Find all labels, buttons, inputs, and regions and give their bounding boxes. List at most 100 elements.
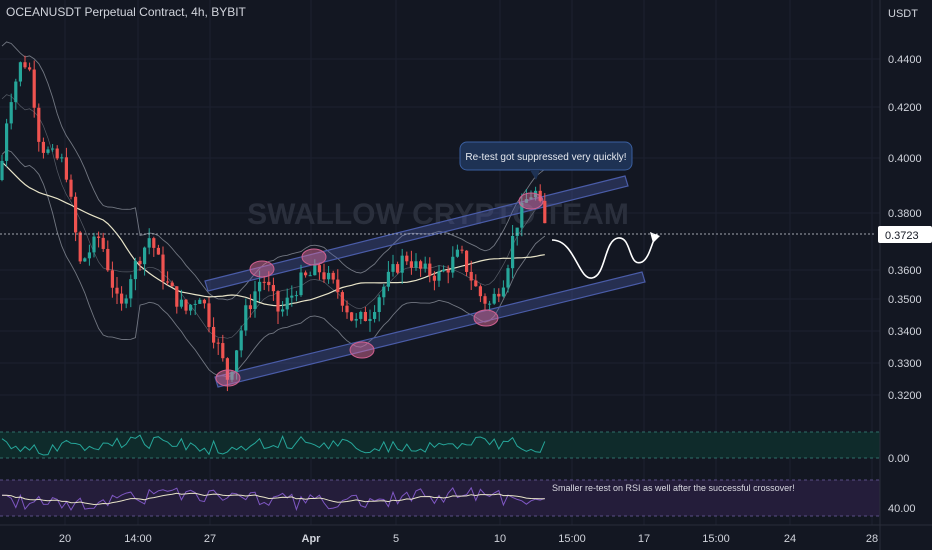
- current-price-tag: [878, 226, 932, 243]
- candle-body: [262, 281, 266, 283]
- rsi-note-text: Smaller re-test on RSI as well after the…: [552, 483, 795, 493]
- touch-marker: [349, 341, 375, 359]
- candle-body: [423, 263, 427, 269]
- candle-body: [87, 252, 91, 259]
- candle-body: [442, 269, 446, 272]
- candle-body: [308, 275, 312, 277]
- touch-marker: [215, 369, 241, 387]
- candle-body: [350, 312, 354, 321]
- currency-label: USDT: [888, 8, 918, 20]
- candle-body: [115, 287, 119, 294]
- candle-body: [529, 197, 533, 200]
- price-tick-label: 0.4200: [888, 102, 922, 114]
- candle-body: [46, 149, 50, 153]
- candle-body: [432, 275, 436, 281]
- candle-body: [299, 272, 303, 296]
- candle-body: [331, 272, 335, 280]
- candle-body: [55, 148, 59, 159]
- candle-body: [359, 311, 363, 319]
- candle-body: [124, 298, 128, 304]
- candle-body: [166, 281, 170, 283]
- candle-body: [465, 250, 469, 272]
- candle-body: [428, 263, 432, 276]
- price-tick-label: 0.4000: [888, 153, 922, 165]
- candle-body: [78, 232, 82, 262]
- candle-body: [294, 295, 298, 297]
- touch-marker: [473, 309, 499, 327]
- touch-markers: [215, 192, 544, 387]
- candle-body: [184, 299, 188, 311]
- time-tick-label: 20: [59, 533, 71, 545]
- candle-body: [69, 179, 73, 197]
- candle-body: [363, 311, 367, 322]
- candle-body: [520, 202, 524, 228]
- candle-body: [18, 62, 22, 82]
- candle-body: [478, 286, 482, 297]
- price-tick-label: 0.3800: [888, 208, 922, 220]
- candle-body: [327, 272, 331, 280]
- candle-body: [221, 343, 225, 359]
- price-tick-label: 0.3300: [888, 358, 922, 370]
- rsi-ma-line: [1, 492, 545, 506]
- price-tick-label: 0.3200: [888, 390, 922, 402]
- candle-body: [230, 371, 234, 380]
- candle-body: [37, 107, 41, 142]
- candle-body: [377, 297, 381, 313]
- candle-body: [120, 293, 124, 304]
- macd-background: [0, 432, 880, 458]
- candle-body: [225, 358, 229, 380]
- candle-body: [170, 282, 174, 287]
- candle-body: [152, 238, 156, 248]
- upper-band: [1, 41, 546, 301]
- candle-body: [110, 270, 114, 288]
- current-price-label: 0.3723: [885, 230, 919, 242]
- callout-box: [459, 141, 633, 171]
- time-tick-label: Apr: [302, 533, 322, 545]
- candle-body: [340, 292, 344, 306]
- price-tick-label: 0.3500: [888, 294, 922, 306]
- time-tick-label: 5: [393, 533, 399, 545]
- candle-body: [193, 303, 197, 305]
- price-axis: 0.4400 0.4200 0.4000 0.3800 0.3600 0.3500 0.34…: [888, 54, 922, 402]
- candle-body: [469, 271, 473, 281]
- touch-marker: [249, 260, 275, 278]
- candle-body: [501, 287, 505, 297]
- candle-body: [253, 291, 257, 310]
- candle-body: [156, 247, 160, 255]
- time-tick-label: 10: [494, 533, 506, 545]
- candle-body: [313, 265, 317, 276]
- candle-body: [405, 255, 409, 262]
- candle-body: [28, 67, 32, 70]
- callout-pointer: [530, 170, 540, 180]
- candle-body: [451, 256, 455, 273]
- candle-body: [368, 318, 372, 322]
- candle-body: [488, 303, 492, 305]
- candle-body: [161, 254, 165, 282]
- candle-body: [41, 141, 45, 153]
- candle-body: [258, 281, 262, 292]
- candle-body: [400, 255, 404, 273]
- candle-body: [106, 248, 110, 271]
- callout-bubble: Re-test got suppressed very quickly!: [459, 141, 633, 180]
- time-axis: 20 14:00 27 Apr 5 10 15:00 17 15:00 24 28: [59, 533, 878, 545]
- callout-text: Re-test got suppressed very quickly!: [465, 152, 626, 163]
- rsi-line: [1, 486, 545, 512]
- candle-body: [175, 286, 179, 307]
- price-tick-label: 0.3600: [888, 265, 922, 277]
- candlesticks: [0, 55, 547, 392]
- candle-body: [5, 123, 9, 161]
- candle-body: [276, 291, 280, 312]
- time-tick-label: 17: [638, 533, 650, 545]
- candle-body: [446, 269, 450, 273]
- candle-body: [524, 199, 528, 203]
- candle-body: [304, 272, 308, 276]
- candle-body: [386, 271, 390, 287]
- candle-body: [189, 304, 193, 311]
- time-tick-label: 28: [866, 533, 878, 545]
- candle-body: [506, 268, 510, 288]
- candle-body: [216, 342, 220, 344]
- candle-body: [511, 235, 515, 269]
- macd-axis-label: 0.00: [888, 453, 909, 465]
- candle-body: [317, 265, 321, 273]
